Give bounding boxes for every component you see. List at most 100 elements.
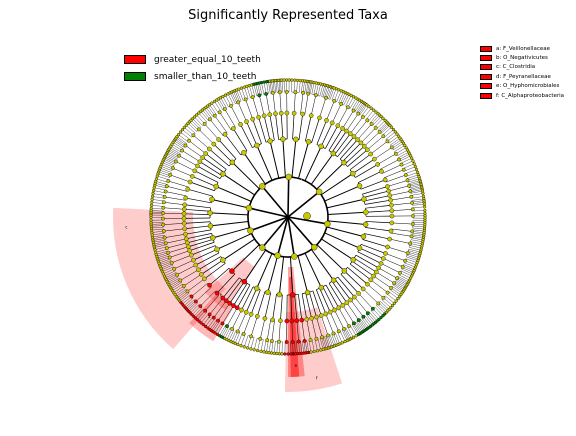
clade-node	[271, 91, 274, 94]
branch-line	[346, 95, 352, 106]
clade-node	[404, 173, 407, 176]
branch-line	[154, 188, 166, 191]
branch-line	[261, 340, 263, 352]
clade-node	[397, 297, 400, 300]
branch-line	[181, 132, 190, 139]
clade-node	[237, 88, 240, 91]
clade-node	[165, 246, 168, 249]
clade-node	[313, 350, 316, 353]
legend-label: smaller_than_10_teeth	[154, 72, 256, 82]
clade-node	[383, 251, 387, 255]
clade-node	[346, 106, 349, 109]
branch-line	[293, 113, 295, 139]
branch-line	[267, 320, 270, 341]
clade-node	[390, 126, 393, 129]
clade-node	[186, 245, 190, 249]
branch-line	[366, 221, 392, 222]
clade-node	[319, 313, 323, 317]
branch-line	[273, 294, 277, 320]
clade-letter: d	[292, 351, 295, 356]
clade-node	[183, 232, 187, 236]
branch-line	[279, 257, 283, 295]
clade-node	[295, 319, 299, 323]
clade-node	[240, 87, 243, 90]
clade-node	[241, 150, 246, 155]
clade-node	[170, 261, 173, 264]
branch-line	[363, 239, 388, 246]
branch-line	[412, 199, 424, 201]
branch-line	[235, 332, 240, 343]
branch-line	[346, 114, 358, 131]
clade-node	[150, 204, 153, 207]
clade-node	[280, 137, 285, 142]
clade-node	[332, 308, 336, 312]
branch-line	[221, 98, 227, 108]
clade-node	[381, 256, 385, 260]
clade-node	[301, 112, 305, 116]
clade-node	[319, 144, 324, 149]
clade-node	[162, 223, 165, 226]
clade-node	[423, 209, 426, 212]
clade-node	[423, 203, 426, 206]
clade-node	[207, 147, 211, 151]
clade-node	[423, 205, 426, 208]
taxa-swatch	[480, 46, 492, 52]
branch-line	[346, 328, 352, 339]
clade-node	[374, 270, 378, 274]
clade-node	[175, 273, 178, 276]
clade-node	[186, 187, 190, 191]
branch-line	[190, 182, 214, 191]
clade-node	[185, 241, 189, 245]
branch-line	[387, 294, 396, 301]
clade-node	[253, 348, 256, 351]
branch-line	[262, 83, 264, 95]
clade-node	[402, 168, 405, 171]
clade-node	[372, 274, 376, 278]
clade-node	[167, 179, 170, 182]
branch-line	[297, 80, 298, 92]
branch-line	[232, 162, 259, 189]
branch-line	[188, 189, 213, 196]
clade-node	[259, 245, 265, 251]
branch-line	[386, 132, 395, 139]
branch-line	[312, 83, 314, 95]
branch-line	[282, 80, 283, 92]
clade-node	[324, 221, 330, 227]
clade-node	[184, 144, 187, 147]
clade-node	[210, 235, 215, 240]
branch-line	[327, 227, 364, 237]
clade-node	[390, 214, 394, 218]
clade-node	[231, 126, 235, 130]
branch-line	[270, 115, 275, 141]
clade-node	[255, 314, 259, 318]
clade-node	[363, 222, 368, 227]
branch-line	[244, 314, 251, 334]
branch-line	[160, 168, 171, 172]
clade-node	[240, 344, 243, 347]
clade-node	[382, 296, 385, 299]
branch-line	[359, 293, 373, 308]
clade-node	[406, 179, 409, 182]
clade-node	[389, 203, 393, 207]
clade-node	[340, 126, 344, 130]
branch-line	[363, 187, 388, 195]
clade-node	[377, 302, 380, 305]
clade-node	[337, 306, 341, 310]
clade-node	[301, 91, 304, 94]
clade-node	[204, 151, 208, 155]
branch-line	[294, 92, 295, 113]
branch-line	[366, 211, 392, 213]
clade-node	[264, 92, 267, 95]
clade-node	[355, 334, 358, 337]
branch-line	[276, 81, 277, 93]
clade-node	[389, 229, 393, 233]
legend-label: greater_equal_10_teeth	[154, 55, 261, 65]
branch-line	[211, 222, 249, 226]
branch-line	[246, 288, 256, 312]
branch-line	[164, 202, 185, 204]
clade-node	[309, 338, 312, 341]
clade-node	[367, 105, 370, 108]
clade-node	[285, 111, 289, 115]
clade-node	[316, 349, 319, 352]
branch-line	[210, 119, 223, 135]
